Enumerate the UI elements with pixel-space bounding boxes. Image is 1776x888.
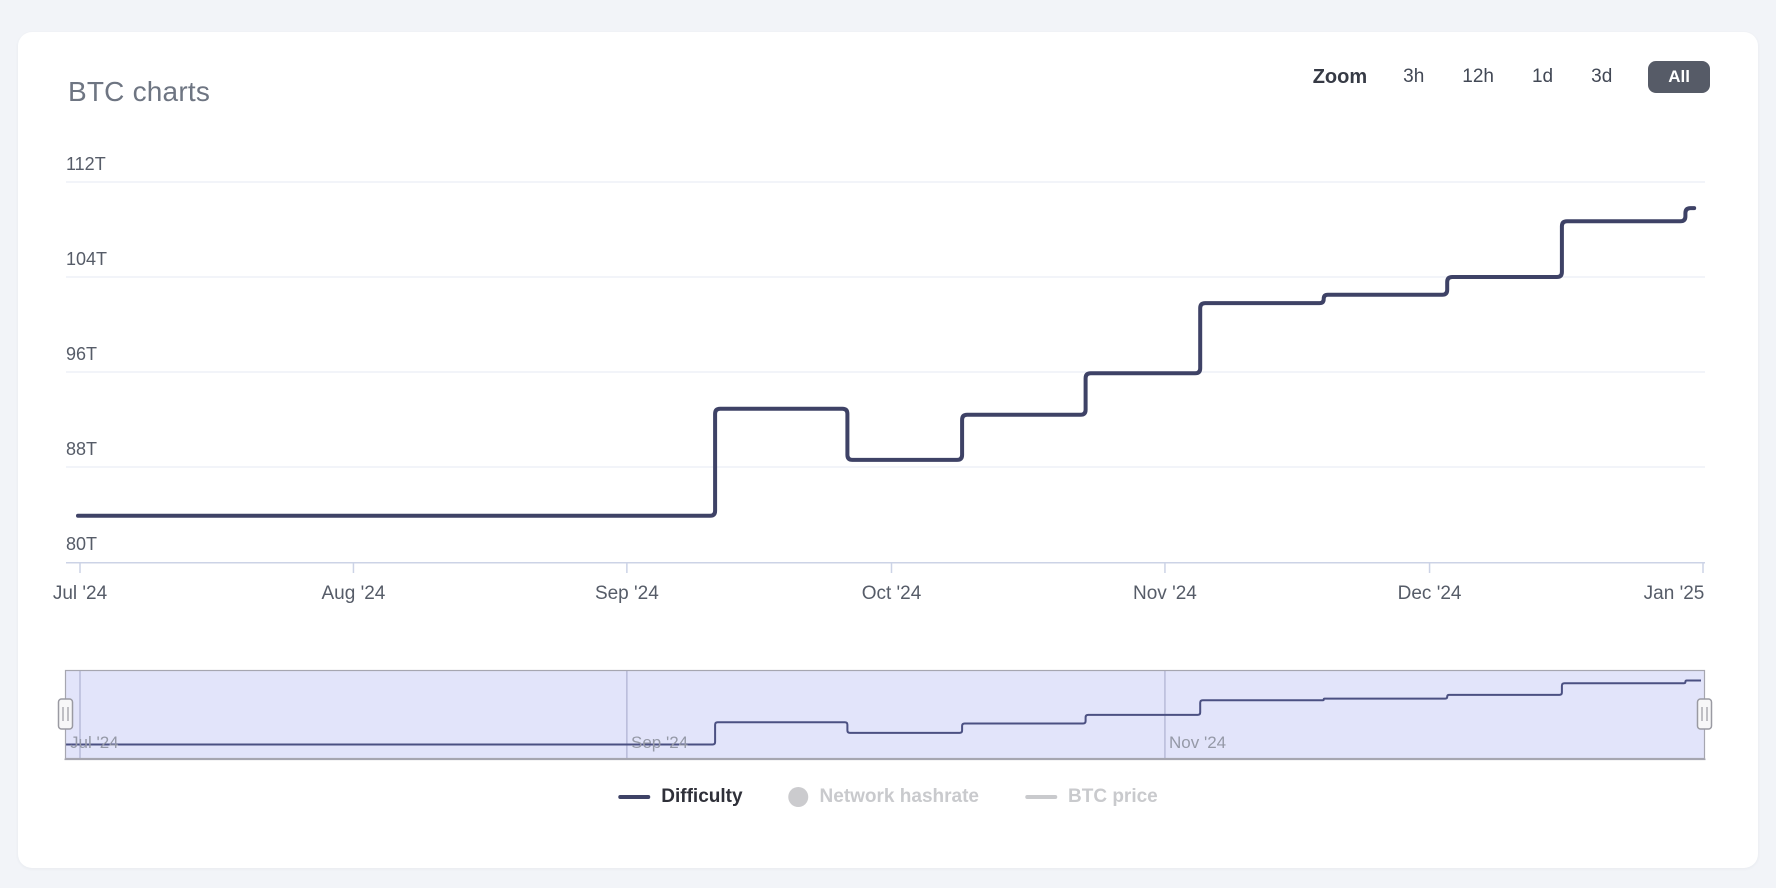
range-button-1d[interactable]: 1d xyxy=(1530,62,1555,92)
navigator-right-handle[interactable] xyxy=(1696,698,1713,730)
legend-item-label: BTC price xyxy=(1067,786,1158,807)
x-axis xyxy=(66,562,1705,573)
navigator[interactable] xyxy=(57,669,1713,761)
legend-item-label: Network hashrate xyxy=(819,786,979,807)
y-gridlines xyxy=(66,181,1705,468)
range-button-all[interactable]: All xyxy=(1648,61,1710,93)
btc-price-line-swatch-icon xyxy=(1024,795,1057,799)
hashrate-circle-swatch-icon xyxy=(788,787,809,807)
legend-item-network-hashrate[interactable]: Network hashrate xyxy=(788,786,979,808)
chart-plot-area[interactable] xyxy=(66,140,1705,562)
navigator-mask[interactable] xyxy=(65,670,1705,759)
navigator-left-handle[interactable] xyxy=(57,698,74,730)
legend-item-btc-price[interactable]: BTC price xyxy=(1024,786,1158,808)
chart-legend: Difficulty Network hashrate BTC price xyxy=(618,786,1158,808)
range-button-12h[interactable]: 12h xyxy=(1460,62,1496,92)
chart-card xyxy=(18,32,1758,868)
chart-title: BTC charts xyxy=(68,76,211,107)
range-button-3h[interactable]: 3h xyxy=(1401,62,1426,92)
range-selector: Zoom 3h 12h 1d 3d All xyxy=(1313,57,1710,97)
legend-item-difficulty[interactable]: Difficulty xyxy=(618,786,743,808)
difficulty-line-swatch-icon xyxy=(618,795,651,799)
zoom-label: Zoom xyxy=(1312,65,1368,88)
range-button-3d[interactable]: 3d xyxy=(1589,62,1614,92)
difficulty-series-line xyxy=(76,206,1697,518)
navigator-series-line xyxy=(65,679,1701,746)
legend-item-label: Difficulty xyxy=(661,786,743,807)
